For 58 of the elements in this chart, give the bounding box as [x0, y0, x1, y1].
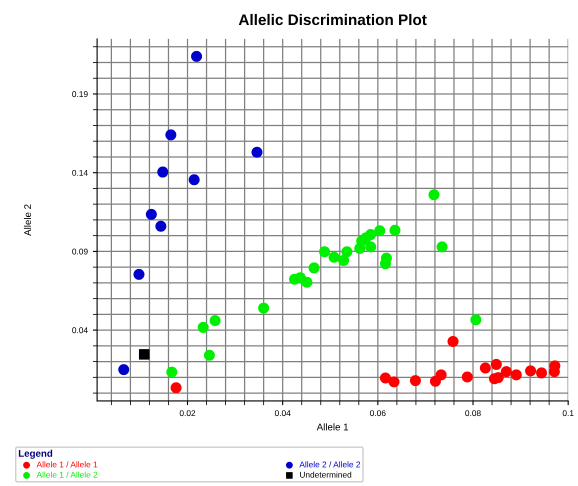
point	[462, 372, 473, 383]
point	[308, 262, 320, 274]
point	[436, 369, 447, 380]
point	[338, 255, 350, 266]
point	[301, 276, 312, 288]
point	[341, 246, 352, 258]
point	[198, 322, 209, 333]
point	[388, 376, 400, 388]
point	[389, 224, 400, 236]
point	[157, 166, 168, 178]
point	[470, 314, 482, 326]
x-tick-label: 0.08	[465, 410, 481, 416]
y-tick-label: 0.04	[72, 327, 88, 334]
point	[436, 241, 448, 252]
y-tick-label: 0.19	[72, 91, 88, 98]
point	[118, 364, 130, 376]
legend-title: Legend	[18, 450, 52, 459]
y-tick-label: 0.14	[72, 170, 88, 176]
legend-label: Allele 2 / Allele 2	[299, 461, 360, 468]
legend-label: Undetermined	[300, 472, 352, 478]
point	[155, 220, 166, 232]
point	[204, 350, 215, 361]
point	[319, 246, 330, 258]
point	[380, 372, 391, 384]
point	[448, 336, 459, 347]
point	[480, 362, 491, 374]
point	[138, 349, 150, 360]
chart-title: Allelic Discrimination Plot	[238, 14, 427, 26]
point	[170, 382, 182, 394]
point	[210, 315, 221, 326]
point	[525, 365, 536, 376]
point	[165, 129, 176, 140]
point	[536, 367, 548, 378]
point	[428, 189, 440, 200]
x-tick-label: 0.02	[180, 410, 196, 416]
point	[410, 375, 421, 386]
x-tick-label: 0.04	[274, 410, 291, 416]
x-tick-label: 0.06	[370, 410, 386, 416]
point	[251, 146, 262, 158]
x-tick-label: 0.1	[562, 410, 574, 416]
y-tick-label: 0.09	[72, 248, 88, 254]
x-axis-title: Allele 1	[316, 423, 348, 430]
point	[510, 369, 522, 380]
legend-label: Allele 1 / Allele 2	[36, 472, 98, 478]
point	[365, 229, 376, 240]
point	[258, 302, 270, 314]
point	[191, 50, 202, 62]
point	[146, 208, 157, 220]
y-axis-title: Allele 2	[24, 204, 32, 236]
point	[133, 268, 144, 280]
point	[500, 366, 512, 378]
point	[374, 225, 386, 236]
point	[188, 174, 200, 186]
legend-label: Allele 1 / Allele 1	[36, 461, 98, 468]
point	[166, 366, 178, 378]
point	[365, 241, 376, 252]
point	[328, 252, 340, 263]
point	[490, 358, 502, 370]
